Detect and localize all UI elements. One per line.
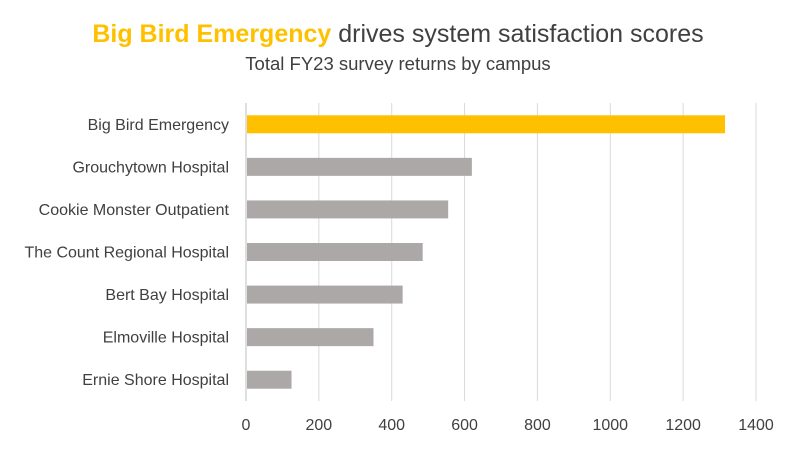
x-tick-label: 800 xyxy=(524,417,551,434)
bar xyxy=(247,157,472,176)
chart-title: Big Bird Emergency drives system satisfa… xyxy=(0,18,796,50)
category-label: Grouchytown Hospital xyxy=(72,159,229,176)
bar xyxy=(247,370,292,389)
chart-title-rest: drives system satisfaction scores xyxy=(331,20,704,48)
x-tick-label: 1400 xyxy=(738,417,774,434)
bar xyxy=(247,200,449,219)
bar xyxy=(247,285,403,304)
x-tick-label: 400 xyxy=(378,417,405,434)
category-label: Cookie Monster Outpatient xyxy=(39,202,230,219)
bar xyxy=(247,115,726,134)
x-tick-label: 1000 xyxy=(592,417,628,434)
category-label: Big Bird Emergency xyxy=(88,117,229,134)
chart-title-highlight: Big Bird Emergency xyxy=(92,20,332,48)
x-tick-label: 200 xyxy=(306,417,333,434)
category-label: Elmoville Hospital xyxy=(103,330,229,347)
bar xyxy=(247,328,374,347)
chart-subtitle: Total FY23 survey returns by campus xyxy=(245,53,551,74)
category-label: The Count Regional Hospital xyxy=(24,245,229,262)
x-tick-label: 1200 xyxy=(665,417,701,434)
x-tick-label: 0 xyxy=(242,417,251,434)
bar xyxy=(247,243,423,261)
category-label: Ernie Shore Hospital xyxy=(82,372,229,389)
category-label: Bert Bay Hospital xyxy=(105,287,229,304)
x-tick-label: 600 xyxy=(451,417,478,434)
